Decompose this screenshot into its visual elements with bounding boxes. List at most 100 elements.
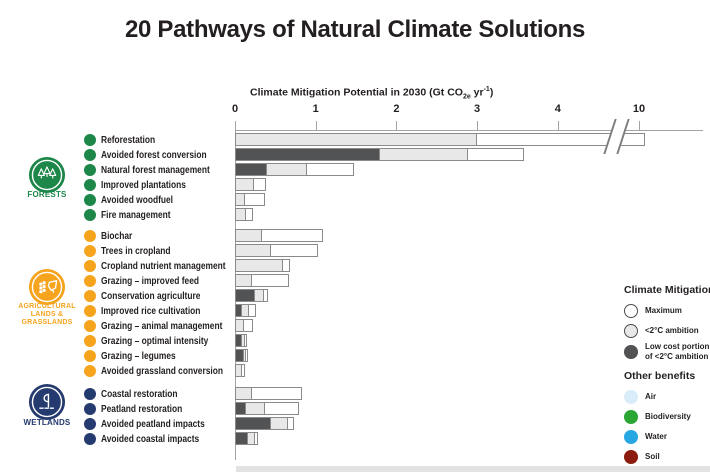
pathway-label: Avoided grassland conversion [101,366,223,377]
legend-label-soil: Soil [645,451,660,461]
pathway-label: Avoided peatland impacts [101,419,205,430]
group-caption-line: LANDS & [30,311,64,318]
pathway-bar [235,208,253,221]
pathway-label: Grazing – legumes [101,351,176,362]
pathway-bar [235,432,258,445]
pathway-label: Improved plantations [101,180,186,191]
pathway-bullet [84,275,96,287]
group-caption-forests: FORESTS [2,190,92,200]
pathway-label: Grazing – improved feed [101,276,200,287]
pathway-bar [235,387,302,400]
ambition-swatch-icon [624,323,638,338]
pathway-bullet [84,290,96,302]
group-caption-line: FORESTS [27,190,67,199]
legend-item-biodiversity: Biodiversity [624,408,710,425]
pathway-label: Avoided forest conversion [101,150,207,161]
bar-segment-maximum [243,334,247,347]
pathway-label: Grazing – optimal intensity [101,336,209,347]
pathway-bar [235,193,265,206]
pathway-label: Avoided woodfuel [101,195,174,206]
pathway-bullet [84,209,96,221]
x-axis-line [235,130,703,131]
legend-label-maximum: Maximum [645,305,682,315]
pathway-bar [235,259,291,272]
group-caption-wetlands: WETLANDS [2,418,92,428]
bar-segment-2c-ambition [235,259,284,272]
axis-tick-label: 0 [231,103,239,115]
legend-climate-mitigation-header: Climate Mitigation [624,284,710,296]
bar-segment-low-cost [235,289,256,302]
bar-segment-2c-ambition [235,274,252,287]
axis-tick-label: 4 [554,103,561,115]
pathway-bar [235,274,289,287]
legend-item-water: Water [624,428,710,445]
pathway-label: Avoided coastal impacts [101,434,200,445]
pathway-bullet [84,134,96,146]
legend-item-low-cost: Low cost portion of <2°C ambition [624,342,710,361]
pathway-label: Coastal restoration [101,389,178,400]
trees-icon [28,156,66,194]
low-cost-swatch-icon [624,344,638,359]
pathway-label: Conservation agriculture [101,291,201,302]
axis-tick-label: 2 [393,103,400,115]
legend-label-2c-ambition: <2°C ambition [645,325,699,335]
bar-segment-maximum [253,432,258,445]
bar-segment-2c-ambition [245,402,266,415]
reed-water-icon [28,383,66,421]
x-axis-title-unit: yr [470,86,484,99]
legend-label-water: Water [645,431,667,441]
water-swatch-icon [624,429,638,444]
axis-tick-mark [315,121,317,130]
bar-segment-maximum [476,133,645,146]
pathway-label: Natural forest management [101,165,210,176]
pathway-bar [235,417,294,430]
legend-label-low-cost: Low cost portion of <2°C ambition [645,342,710,361]
axis-tick-mark [235,121,236,130]
bar-segment-low-cost [235,417,272,430]
pathway-bar [235,289,269,302]
maximum-swatch-icon [624,303,638,318]
legend-item-air: Air [624,388,710,405]
bar-segment-maximum [269,244,318,257]
pathway-bullet [84,194,96,206]
pathway-bullet [84,230,96,242]
axis-tick-mark [477,121,479,130]
bar-segment-maximum [282,259,291,272]
bar-segment-low-cost [235,148,381,161]
pathway-bullet [84,260,96,272]
bar-segment-2c-ambition [235,133,478,146]
bar-segment-maximum [264,402,300,415]
axis-tick-mark [557,121,559,130]
axis-tick-mark [396,121,398,130]
bar-segment-maximum [253,178,267,191]
pathway-bullet [84,179,96,191]
pathway-label: Cropland nutrient management [101,261,226,272]
bar-segment-2c-ambition [379,148,469,161]
bar-segment-2c-ambition [235,387,252,400]
pathway-bar [235,178,267,191]
biodiversity-swatch-icon [624,409,638,424]
pathway-bullet [84,320,96,332]
pathway-bullet [84,149,96,161]
axis-tick-label: 1 [312,103,319,115]
x-axis-title: Climate Mitigation Potential in 2030 (Gt… [250,86,493,101]
pathway-bar [235,304,256,317]
pathway-bar [235,364,246,377]
pathway-label: Trees in cropland [101,246,171,257]
bar-segment-maximum [262,289,269,302]
pathway-label: Biochar [101,231,133,242]
bar-segment-maximum [305,163,355,176]
pathway-bullet [84,365,96,377]
pathway-bar [235,148,524,161]
pathway-bar [235,133,645,146]
pathway-bar [235,229,323,242]
bar-segment-2c-ambition [270,417,289,430]
axis-tick-label: 3 [474,103,481,115]
bar-segment-2c-ambition [235,244,271,257]
bar-segment-maximum [243,193,265,206]
pathway-bullet [84,403,96,415]
bar-segment-maximum [261,229,323,242]
pathway-bar [235,163,355,176]
bar-segment-maximum [287,417,294,430]
pathway-bullet [84,164,96,176]
